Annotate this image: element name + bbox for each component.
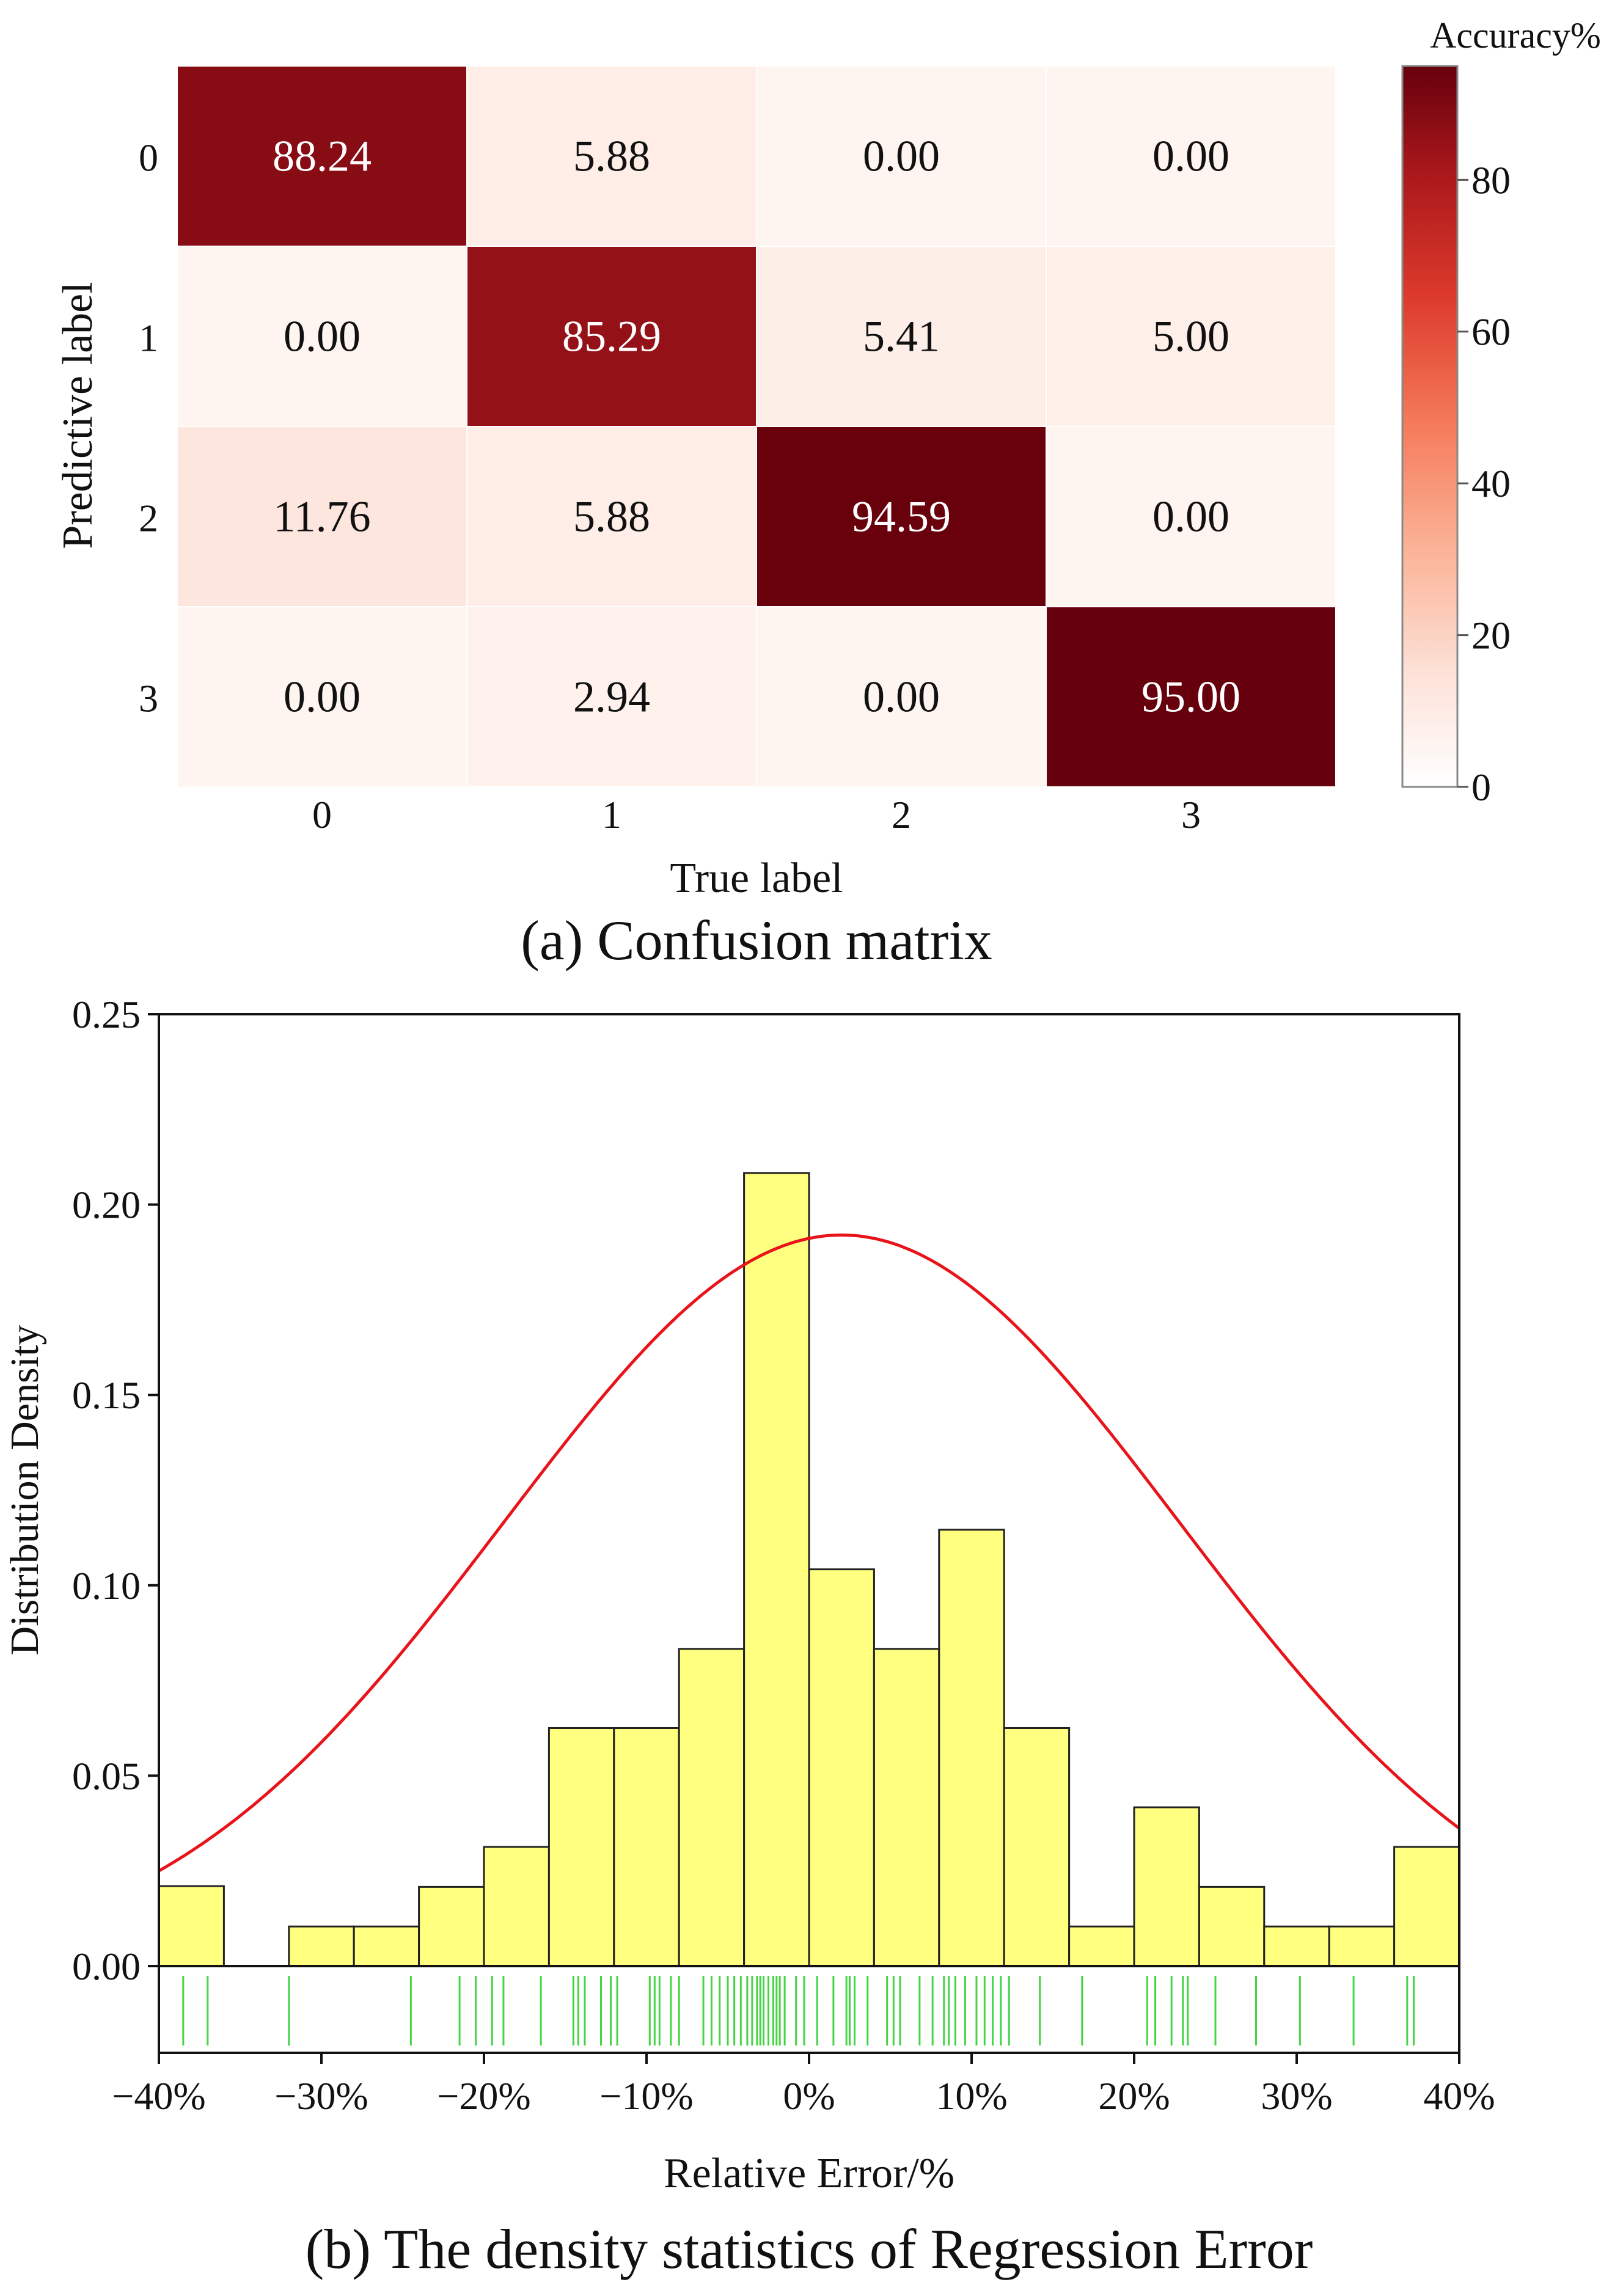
histogram-bar bbox=[483, 1846, 550, 1967]
matrix-x-tick-labels: 0 1 2 3 bbox=[312, 793, 1201, 836]
matrix-cell bbox=[756, 606, 1047, 788]
histogram-x-axis-label: Relative Error/% bbox=[664, 2150, 954, 2197]
matrix-y-tick-label: 0 bbox=[139, 136, 158, 180]
histogram-bar bbox=[1133, 1806, 1200, 1967]
x-tick-label: 10% bbox=[936, 2074, 1007, 2118]
histogram-bar bbox=[678, 1648, 746, 1967]
colorbar-title: Accuracy% bbox=[1430, 15, 1601, 56]
x-tick-label: 20% bbox=[1098, 2074, 1170, 2118]
matrix-y-tick-label: 2 bbox=[139, 497, 158, 540]
matrix-cell-value: 5.00 bbox=[1152, 312, 1229, 361]
matrix-cells bbox=[177, 65, 1336, 788]
histogram-y-ticks: 0.00 0.05 0.10 0.15 0.20 0.25 bbox=[72, 993, 159, 1988]
caption-b: (b) The density statistics of Regression… bbox=[306, 2218, 1313, 2280]
matrix-y-tick-label: 1 bbox=[139, 316, 158, 360]
histogram-x-ticks: −40% −30% −20% −10% 0% 10% 20% 30% 40% bbox=[112, 2053, 1495, 2118]
y-tick-label: 0.15 bbox=[72, 1373, 141, 1417]
histogram-bar bbox=[548, 1727, 615, 1967]
histogram-bar bbox=[1393, 1846, 1460, 1967]
histogram-y-axis-label: Distribution Density bbox=[2, 1325, 47, 1656]
colorbar-tick-label: 80 bbox=[1471, 158, 1511, 202]
histogram-bar bbox=[743, 1172, 810, 1967]
histogram-bar bbox=[938, 1529, 1005, 1967]
histogram-bar bbox=[418, 1885, 485, 1967]
rug-marks bbox=[182, 1976, 1415, 2046]
matrix-cell-value: 0.00 bbox=[284, 312, 361, 361]
y-tick-label: 0.05 bbox=[72, 1754, 141, 1797]
matrix-cell-value: 88.24 bbox=[273, 132, 372, 181]
colorbar-tick-label: 20 bbox=[1471, 614, 1511, 657]
colorbar-ticks: 0 20 40 60 80 bbox=[1457, 158, 1511, 809]
matrix-x-tick-label: 0 bbox=[312, 793, 332, 836]
matrix-y-tick-labels: 0 1 2 3 bbox=[139, 136, 158, 720]
histogram-bar bbox=[1198, 1885, 1266, 1967]
histogram-bar bbox=[353, 1925, 420, 1967]
matrix-cell bbox=[1046, 606, 1336, 788]
matrix-x-tick-label: 1 bbox=[602, 793, 621, 836]
y-tick-label: 0.20 bbox=[72, 1183, 141, 1227]
matrix-cell-value: 5.88 bbox=[573, 132, 650, 181]
colorbar-gradient bbox=[1401, 65, 1459, 788]
histogram-bar bbox=[1263, 1925, 1330, 1967]
histogram-bar bbox=[158, 1885, 225, 1967]
matrix-cell bbox=[1046, 426, 1336, 607]
normal-curve bbox=[158, 1234, 1460, 1873]
confusion-matrix: 88.24 5.88 0.00 0.00 0.00 85.29 5.41 5.00 11.76 5… bbox=[54, 15, 1601, 971]
matrix-cell bbox=[756, 65, 1047, 247]
matrix-y-tick-label: 3 bbox=[139, 677, 158, 720]
density-histogram: 0.00 0.05 0.10 0.15 0.20 0.25 −40% −30% −20% −10… bbox=[2, 993, 1495, 2280]
matrix-cell bbox=[1046, 65, 1336, 247]
matrix-cell bbox=[177, 606, 467, 788]
x-tick-label: −20% bbox=[437, 2074, 530, 2118]
matrix-cell bbox=[756, 246, 1047, 427]
matrix-cell bbox=[466, 426, 757, 607]
histogram-bars bbox=[158, 1172, 1460, 1967]
matrix-cell-value: 0.00 bbox=[863, 132, 940, 181]
histogram-bar bbox=[613, 1727, 680, 1967]
matrix-x-axis-label: True label bbox=[670, 855, 843, 902]
x-tick-label: −30% bbox=[274, 2074, 368, 2118]
matrix-cell-value: 5.88 bbox=[573, 492, 650, 541]
matrix-cell-value: 0.00 bbox=[1152, 132, 1229, 181]
matrix-cell bbox=[466, 65, 757, 247]
histogram-bar bbox=[808, 1568, 875, 1967]
matrix-x-tick-label: 2 bbox=[892, 793, 911, 836]
y-tick-label: 0.25 bbox=[72, 993, 141, 1036]
histogram-bar bbox=[288, 1925, 355, 1967]
caption-a: (a) Confusion matrix bbox=[521, 909, 992, 971]
colorbar-tick-label: 0 bbox=[1471, 766, 1491, 809]
histogram-bar bbox=[1328, 1925, 1396, 1967]
matrix-cell-value: 11.76 bbox=[273, 492, 370, 541]
matrix-cell-value: 85.29 bbox=[562, 312, 661, 361]
matrix-x-tick-label: 3 bbox=[1181, 793, 1201, 836]
matrix-cell bbox=[1046, 246, 1336, 427]
x-tick-label: 0% bbox=[783, 2074, 835, 2118]
histogram-bar bbox=[1068, 1925, 1135, 1967]
matrix-cell-value: 95.00 bbox=[1141, 673, 1240, 722]
x-tick-label: 30% bbox=[1261, 2074, 1332, 2118]
y-tick-label: 0.00 bbox=[72, 1945, 141, 1988]
histogram-bar bbox=[873, 1648, 940, 1967]
matrix-cell-value: 2.94 bbox=[573, 673, 650, 722]
matrix-values: 88.24 5.88 0.00 0.00 0.00 85.29 5.41 5.00 11.76 5… bbox=[273, 132, 1240, 722]
matrix-cell-value: 0.00 bbox=[1152, 492, 1229, 541]
matrix-cell bbox=[466, 246, 757, 427]
colorbar-tick-label: 60 bbox=[1471, 310, 1511, 354]
y-tick-label: 0.10 bbox=[72, 1564, 141, 1607]
matrix-y-axis-label: Predictive label bbox=[54, 282, 101, 549]
matrix-cell bbox=[466, 606, 757, 788]
x-tick-label: 40% bbox=[1423, 2074, 1495, 2118]
x-tick-label: −10% bbox=[599, 2074, 693, 2118]
colorbar-tick-label: 40 bbox=[1471, 462, 1511, 505]
colorbar: 0 20 40 60 80 Accuracy% bbox=[1401, 15, 1601, 809]
matrix-cell bbox=[177, 65, 467, 247]
matrix-cell-value: 0.00 bbox=[284, 673, 361, 722]
x-tick-label: −40% bbox=[112, 2074, 205, 2118]
matrix-cell-value: 5.41 bbox=[863, 312, 940, 361]
matrix-cell bbox=[177, 246, 467, 427]
histogram-bar bbox=[1003, 1727, 1071, 1967]
matrix-cell-value: 0.00 bbox=[863, 673, 940, 722]
matrix-cell-value: 94.59 bbox=[852, 492, 951, 541]
